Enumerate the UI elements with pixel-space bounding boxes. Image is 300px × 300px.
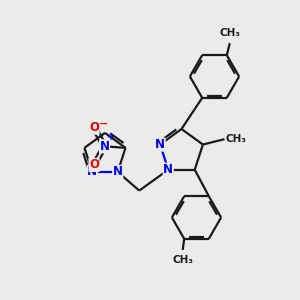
Text: O: O <box>89 121 99 134</box>
Text: +: + <box>107 132 115 142</box>
Text: O: O <box>89 158 99 171</box>
Text: CH₃: CH₃ <box>226 134 247 144</box>
Text: N: N <box>155 138 165 151</box>
Text: N: N <box>163 163 173 176</box>
Text: N: N <box>87 166 97 178</box>
Text: CH₃: CH₃ <box>172 255 193 265</box>
Text: N: N <box>113 166 123 178</box>
Text: CH₃: CH₃ <box>219 28 240 38</box>
Text: −: − <box>98 119 108 129</box>
Text: N: N <box>100 140 110 153</box>
